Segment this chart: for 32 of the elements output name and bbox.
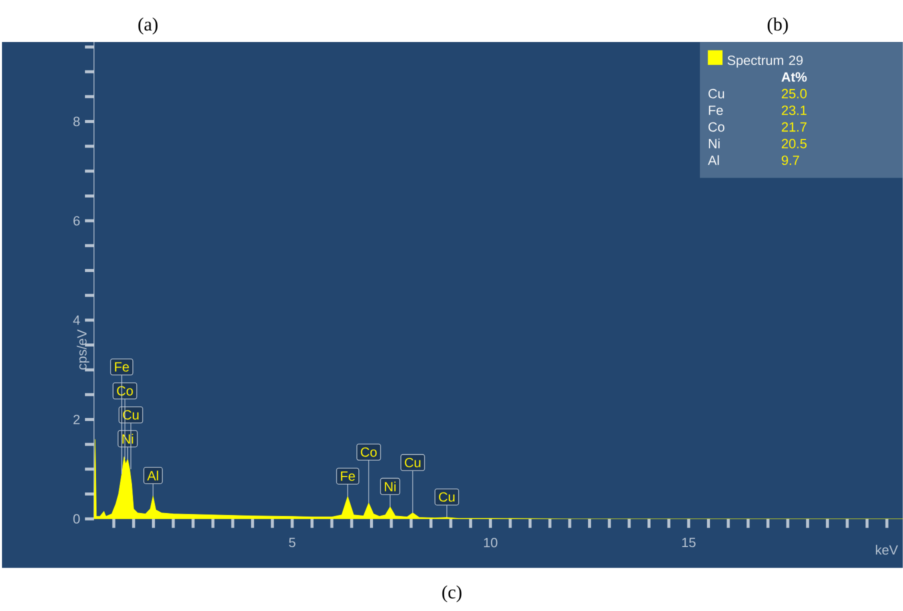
x-tick-label: 10 xyxy=(484,538,498,548)
annotation: Co xyxy=(708,122,724,132)
y-tick-label: 8 xyxy=(73,116,80,126)
x-axis-title: keV xyxy=(876,544,898,555)
annotation: At% xyxy=(782,72,807,82)
y-tick-label: 6 xyxy=(74,216,80,226)
annotation: Al xyxy=(708,155,719,165)
text: (c) xyxy=(442,585,462,602)
annotation: 9.7 xyxy=(782,156,800,166)
x-tick-label: 15 xyxy=(682,538,696,548)
annotation: Fe xyxy=(708,106,723,116)
legend-label: Spectrum 29 xyxy=(728,56,803,68)
text: (a) xyxy=(138,18,158,35)
annotation: Ni xyxy=(708,138,720,148)
x-tick-label: 5 xyxy=(289,538,296,548)
annotation: Al xyxy=(147,470,158,480)
annotation: Co xyxy=(360,448,377,457)
y-axis-title: cps/eV xyxy=(76,329,90,370)
annotation: Cu xyxy=(438,492,454,502)
annotation: Fe xyxy=(341,472,355,481)
annotation: Ni xyxy=(384,482,396,492)
y-tick-label: 2 xyxy=(74,414,80,424)
text: (b) xyxy=(768,18,788,35)
annotation: 23.1 xyxy=(782,106,806,116)
annotation: 20.5 xyxy=(782,139,807,148)
annotation: 25.0 xyxy=(782,89,807,98)
annotation: Cu xyxy=(708,89,724,98)
y-tick-label: 4 xyxy=(73,316,80,325)
annotation: Fe xyxy=(115,362,129,372)
annotation: 21.7 xyxy=(782,122,806,132)
annotation: Cu xyxy=(404,458,420,468)
y-tick-label: 0 xyxy=(73,514,80,524)
